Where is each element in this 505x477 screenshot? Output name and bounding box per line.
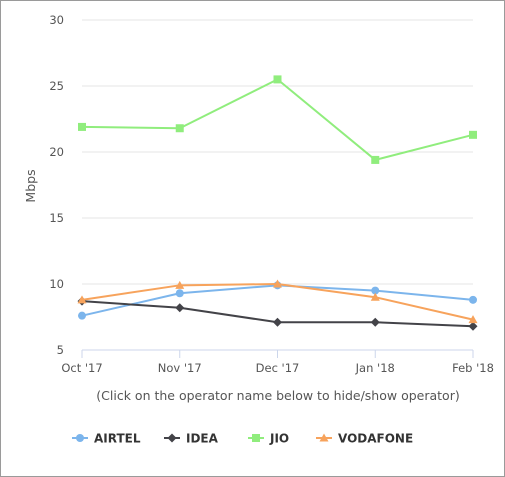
data-point-idea (175, 303, 185, 313)
legend-item-airtel[interactable]: AIRTEL (72, 432, 141, 446)
data-point-airtel (78, 311, 86, 320)
legend-item-idea[interactable]: IDEA (164, 432, 219, 446)
data-point-airtel (469, 295, 477, 304)
x-tick-label: Nov '17 (158, 361, 202, 375)
legend-hint-note: (Click on the operator name below to hid… (96, 388, 459, 403)
series-vodafone (77, 279, 478, 324)
x-tick-label: Jan '18 (355, 361, 395, 375)
x-tick-label: Feb '18 (452, 361, 494, 375)
y-axis-title: Mbps (23, 169, 38, 202)
legend-symbol-jio (252, 434, 260, 442)
data-point-airtel (175, 289, 184, 298)
data-point-idea (370, 317, 380, 327)
y-tick-label: 25 (49, 79, 64, 93)
data-point-jio (273, 75, 282, 84)
x-tick-label: Dec '17 (256, 361, 300, 375)
data-point-jio (371, 155, 380, 164)
data-point-vodafone (273, 279, 282, 288)
data-point-vodafone (77, 295, 87, 304)
legend-item-vodafone[interactable]: VODAFONE (316, 432, 413, 446)
series-line-airtel (81, 284, 474, 317)
legend-label-idea: IDEA (186, 432, 219, 446)
legend-symbol-idea (167, 433, 177, 443)
series-lines (77, 75, 478, 331)
legend: AIRTEL IDEA JIO VODAFONE (72, 432, 413, 446)
series-jio (78, 75, 477, 164)
y-axis-tick-labels: 5 10 15 20 25 30 (49, 13, 64, 357)
data-point-vodafone (175, 280, 185, 289)
legend-label-vodafone: VODAFONE (338, 432, 413, 446)
legend-symbol-airtel (76, 434, 84, 442)
gridlines (82, 19, 473, 285)
data-point-jio (78, 122, 86, 131)
data-point-idea (273, 317, 282, 327)
x-tick-label: Oct '17 (61, 361, 102, 375)
data-point-jio (469, 130, 477, 139)
data-point-vodafone (370, 292, 380, 301)
y-tick-label: 20 (49, 145, 64, 159)
legend-symbol-vodafone (319, 433, 329, 442)
legend-label-jio: JIO (269, 432, 289, 446)
y-tick-label: 10 (49, 277, 64, 291)
data-point-idea (468, 321, 478, 331)
legend-label-airtel: AIRTEL (94, 432, 141, 446)
y-tick-label: 5 (57, 343, 64, 357)
data-point-jio (175, 124, 184, 133)
legend-item-jio[interactable]: JIO (248, 432, 289, 446)
data-point-airtel (371, 286, 380, 295)
y-tick-label: 30 (49, 13, 64, 27)
series-idea (77, 296, 478, 331)
x-axis: Oct '17 Nov '17 Dec '17 Jan '18 Feb '18 (61, 349, 494, 375)
y-tick-label: 15 (49, 211, 64, 225)
data-point-vodafone (468, 315, 478, 324)
series-line-jio (81, 78, 474, 161)
